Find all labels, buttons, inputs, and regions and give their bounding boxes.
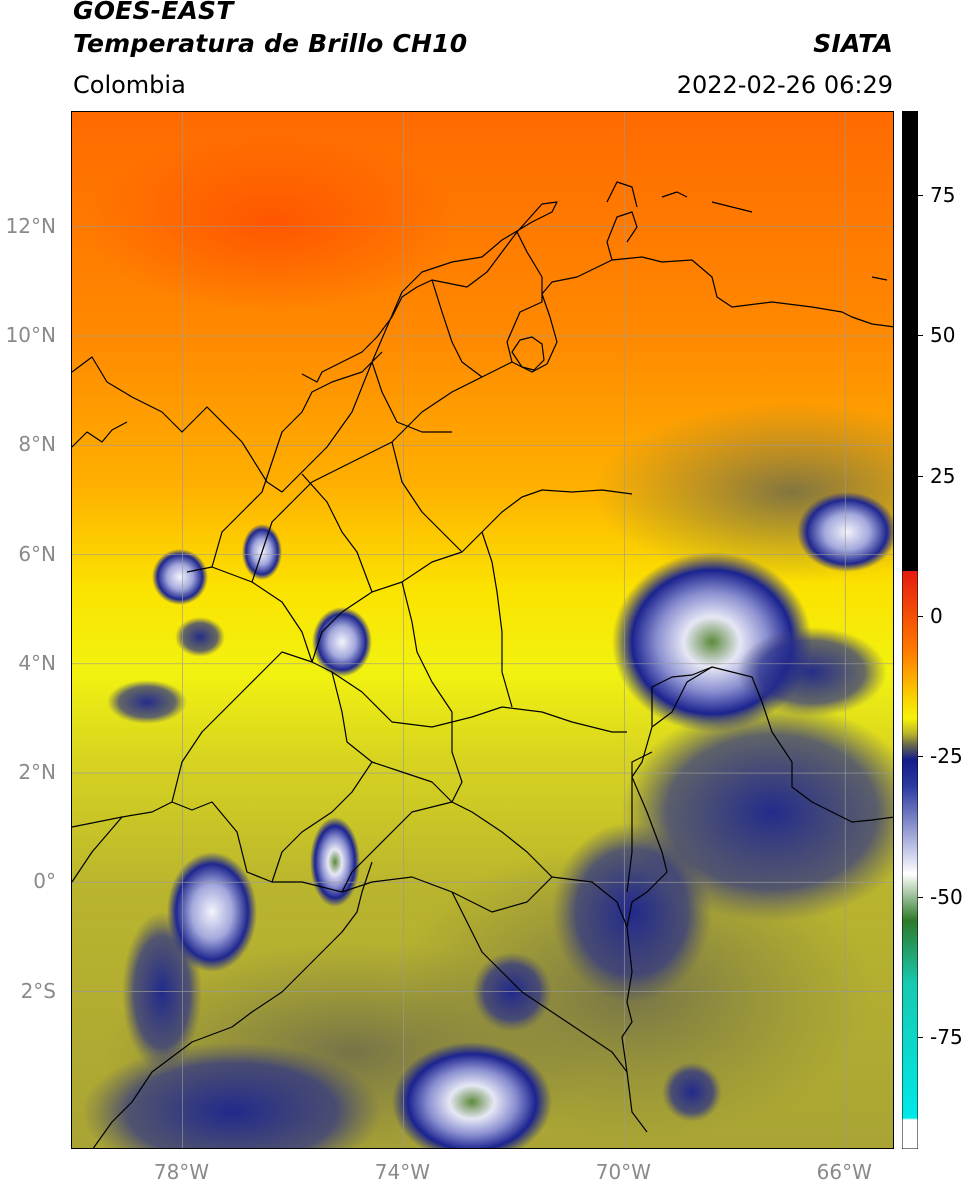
boundaries bbox=[72, 181, 893, 1148]
colorbar-tick-label: 25 bbox=[930, 463, 956, 488]
colorbar-tick-mark bbox=[918, 475, 923, 477]
satellite-title: GOES-EAST bbox=[73, 0, 234, 25]
latitude-tick-label: 8°N bbox=[18, 432, 56, 457]
colorbar-tick-label: -75 bbox=[930, 1024, 963, 1049]
latitude-tick-label: 2°N bbox=[18, 760, 56, 785]
latitude-tick-label: 12°N bbox=[5, 213, 56, 238]
latitude-tick-label: 10°N bbox=[5, 322, 56, 347]
brand-label: SIATA bbox=[813, 29, 893, 58]
region-label: Colombia bbox=[73, 71, 186, 99]
colorbar-tick-mark bbox=[918, 896, 923, 898]
colorbar-tick-mark bbox=[918, 615, 923, 617]
colorbar-tick-label: 0 bbox=[930, 603, 943, 628]
longitude-tick-label: 78°W bbox=[153, 1160, 210, 1184]
colorbar-tick-label: -25 bbox=[930, 744, 963, 769]
longitude-tick-label: 66°W bbox=[816, 1160, 872, 1184]
latitude-tick-label: 0° bbox=[33, 869, 56, 894]
timestamp-label: 2022-02-26 06:29 bbox=[676, 71, 893, 99]
colorbar-tick-mark bbox=[918, 1036, 923, 1038]
latitude-tick-label: 4°N bbox=[18, 650, 56, 675]
map-canvas bbox=[72, 112, 893, 1148]
longitude-tick-label: 70°W bbox=[595, 1160, 651, 1184]
longitude-tick-label: 74°W bbox=[374, 1160, 431, 1184]
satellite-map[interactable] bbox=[71, 111, 894, 1149]
colorbar-tick-mark bbox=[918, 756, 923, 758]
temperature-colorbar bbox=[902, 111, 918, 1149]
product-title: Temperatura de Brillo CH10 bbox=[73, 29, 468, 58]
colorbar-tick-mark bbox=[918, 335, 923, 337]
colorbar-tick-label: 50 bbox=[930, 323, 956, 348]
colorbar-tick-label: 75 bbox=[930, 183, 956, 208]
graticule bbox=[72, 112, 893, 1148]
latitude-tick-label: 2°S bbox=[20, 978, 56, 1003]
colorbar-tick-label: -50 bbox=[930, 884, 963, 909]
latitude-tick-label: 6°N bbox=[18, 541, 56, 566]
colorbar-tick-mark bbox=[918, 195, 923, 197]
